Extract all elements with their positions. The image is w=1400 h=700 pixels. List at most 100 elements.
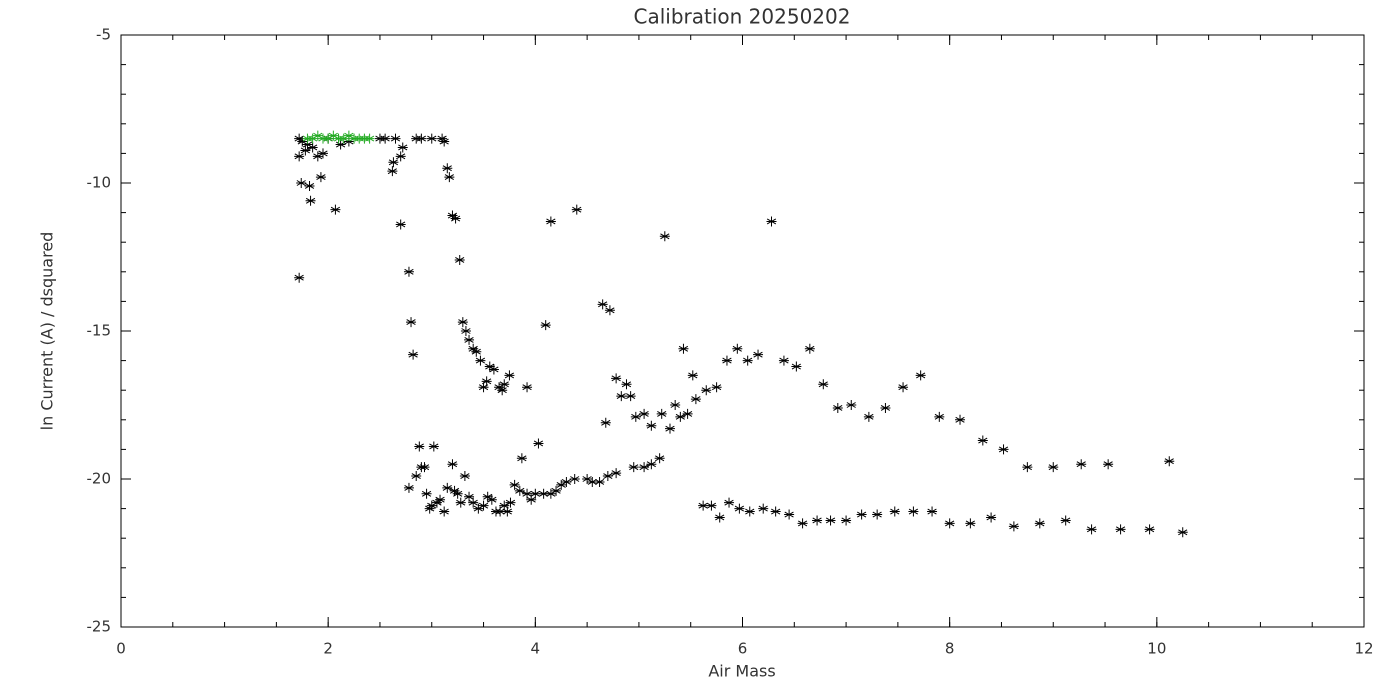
data-point (447, 210, 458, 221)
data-point (1008, 521, 1019, 532)
data-point (1164, 456, 1175, 467)
data-point (889, 506, 900, 517)
data-point (545, 488, 556, 499)
data-point (414, 441, 425, 452)
data-point (452, 488, 463, 499)
data-point (457, 317, 468, 328)
data-point (863, 411, 874, 422)
data-point (533, 438, 544, 449)
data-point (611, 468, 622, 479)
data-point (312, 130, 323, 141)
chart-title: Calibration 20250202 (634, 5, 851, 29)
x-tick-label: 8 (945, 640, 955, 658)
data-point (403, 266, 414, 277)
data-point (323, 133, 334, 144)
data-point (986, 512, 997, 523)
data-point (1086, 524, 1097, 535)
data-point (317, 148, 328, 159)
data-point (744, 506, 755, 517)
data-point (682, 408, 693, 419)
data-point (551, 485, 562, 496)
data-point (856, 509, 867, 520)
data-point (522, 488, 533, 499)
data-point (898, 382, 909, 393)
data-point (497, 385, 508, 396)
data-point (778, 355, 789, 366)
data-point (706, 500, 717, 511)
data-point (464, 491, 475, 502)
data-point (1103, 459, 1114, 470)
data-point (390, 133, 401, 144)
data-point (421, 488, 432, 499)
data-point (804, 343, 815, 354)
data-point (424, 503, 435, 514)
x-tick-label: 2 (323, 640, 333, 658)
data-point (812, 515, 823, 526)
data-point (791, 361, 802, 372)
y-axis-label: ln Current (A) / dsquared (38, 232, 57, 431)
data-point (333, 133, 344, 144)
data-point (611, 373, 622, 384)
data-point (435, 494, 446, 505)
data-point (675, 411, 686, 422)
data-point (315, 172, 326, 183)
data-point (419, 462, 430, 473)
data-point (597, 299, 608, 310)
data-point (484, 361, 495, 372)
data-point (600, 417, 611, 428)
data-point (294, 272, 305, 283)
data-point (473, 503, 484, 514)
data-point (758, 503, 769, 514)
data-point (955, 414, 966, 425)
data-point (714, 512, 725, 523)
y-tick-label: -25 (87, 618, 112, 636)
data-point (328, 130, 339, 141)
data-point (504, 370, 515, 381)
data-point (444, 172, 455, 183)
data-point (349, 133, 360, 144)
data-point (1076, 459, 1087, 470)
y-tick-label: -15 (87, 322, 112, 340)
data-point (687, 370, 698, 381)
data-point (639, 408, 650, 419)
data-point (670, 400, 681, 410)
data-point (587, 476, 598, 487)
data-point (944, 518, 955, 529)
data-point (659, 231, 670, 242)
data-point (1034, 518, 1045, 529)
data-point (300, 145, 311, 156)
data-point (494, 382, 505, 393)
data-point (818, 379, 829, 390)
y-tick-label: -10 (87, 174, 112, 192)
data-point (302, 133, 313, 144)
data-point (526, 494, 537, 505)
data-point (724, 497, 735, 508)
data-point (387, 166, 398, 177)
data-point (374, 133, 385, 144)
data-point (654, 453, 665, 464)
data-point (832, 402, 843, 413)
data-point (594, 476, 605, 487)
data-point (475, 355, 486, 366)
data-point (1048, 462, 1059, 473)
data-point (872, 509, 883, 520)
data-point (604, 305, 615, 316)
data-point (639, 462, 650, 473)
data-point (1144, 524, 1155, 535)
data-point (678, 343, 689, 354)
data-point (965, 518, 976, 529)
x-tick-label: 12 (1354, 640, 1373, 658)
data-point (516, 453, 527, 464)
data-point (784, 509, 795, 520)
data-point (656, 408, 667, 419)
data-point (416, 133, 427, 144)
data-point (335, 139, 346, 150)
data-point (545, 216, 556, 227)
data-point (464, 334, 475, 345)
data-point (359, 133, 370, 144)
data-point (411, 471, 422, 482)
data-point (977, 435, 988, 446)
data-point (395, 219, 406, 230)
data-point (927, 506, 938, 517)
data-point (569, 474, 580, 484)
